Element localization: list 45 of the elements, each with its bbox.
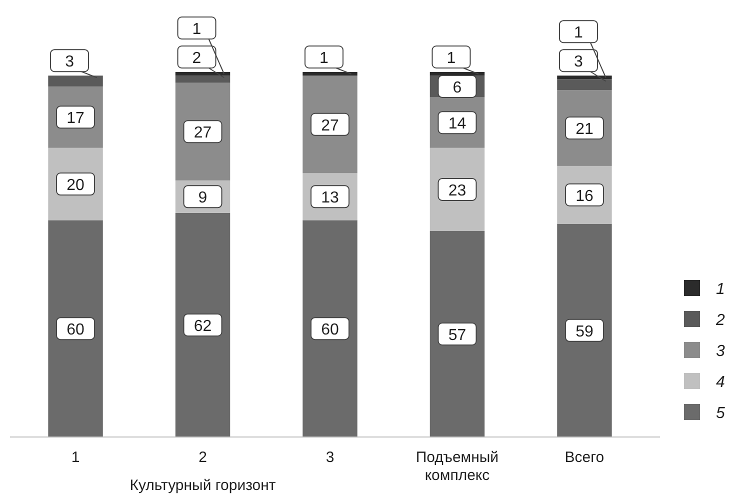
data-label: 57 — [448, 327, 466, 344]
data-label: 27 — [321, 117, 339, 134]
data-label: 62 — [194, 318, 212, 335]
data-label: 1 — [574, 24, 584, 42]
x-tick-label: 1 — [71, 449, 80, 466]
x-axis-title: Культурный горизонт — [130, 477, 276, 494]
data-label: 2 — [192, 50, 202, 67]
x-tick-label: Всего — [564, 449, 604, 466]
x-tick-label: 2 — [198, 449, 207, 466]
bar — [302, 220, 358, 437]
bar — [302, 72, 358, 76]
data-label: 23 — [448, 182, 466, 200]
bar — [557, 224, 612, 437]
data-label: 20 — [66, 177, 85, 194]
bar — [557, 76, 612, 80]
bar — [175, 212, 230, 437]
legend-label: 2 — [715, 312, 725, 329]
data-label: 9 — [198, 190, 208, 207]
x-tick-label: Подъемный комплекс — [416, 449, 499, 484]
data-label: 21 — [576, 121, 594, 138]
data-label: 59 — [576, 323, 594, 340]
data-label: 3 — [65, 54, 74, 71]
legend-label: 5 — [716, 405, 725, 422]
data-label: 60 — [66, 322, 85, 339]
bar — [175, 72, 230, 76]
data-label: 1 — [192, 21, 202, 38]
bar — [48, 220, 103, 437]
data-label: 3 — [574, 54, 584, 71]
data-label: 60 — [321, 322, 339, 339]
data-label: 27 — [194, 124, 212, 142]
data-label: 17 — [66, 110, 85, 128]
legend-label: 1 — [716, 281, 725, 298]
bar — [48, 76, 103, 86]
legend-label: 4 — [716, 374, 725, 391]
data-label: 13 — [321, 190, 339, 207]
legend-label: 3 — [716, 343, 725, 360]
bar — [175, 76, 230, 83]
x-tick-label: 3 — [326, 449, 334, 466]
bar — [430, 231, 485, 437]
data-label: 6 — [452, 79, 462, 96]
data-label: 1 — [320, 50, 329, 67]
data-label: 16 — [576, 188, 594, 205]
data-label: 14 — [448, 116, 466, 133]
bar — [557, 79, 612, 90]
data-label: 1 — [446, 50, 456, 67]
